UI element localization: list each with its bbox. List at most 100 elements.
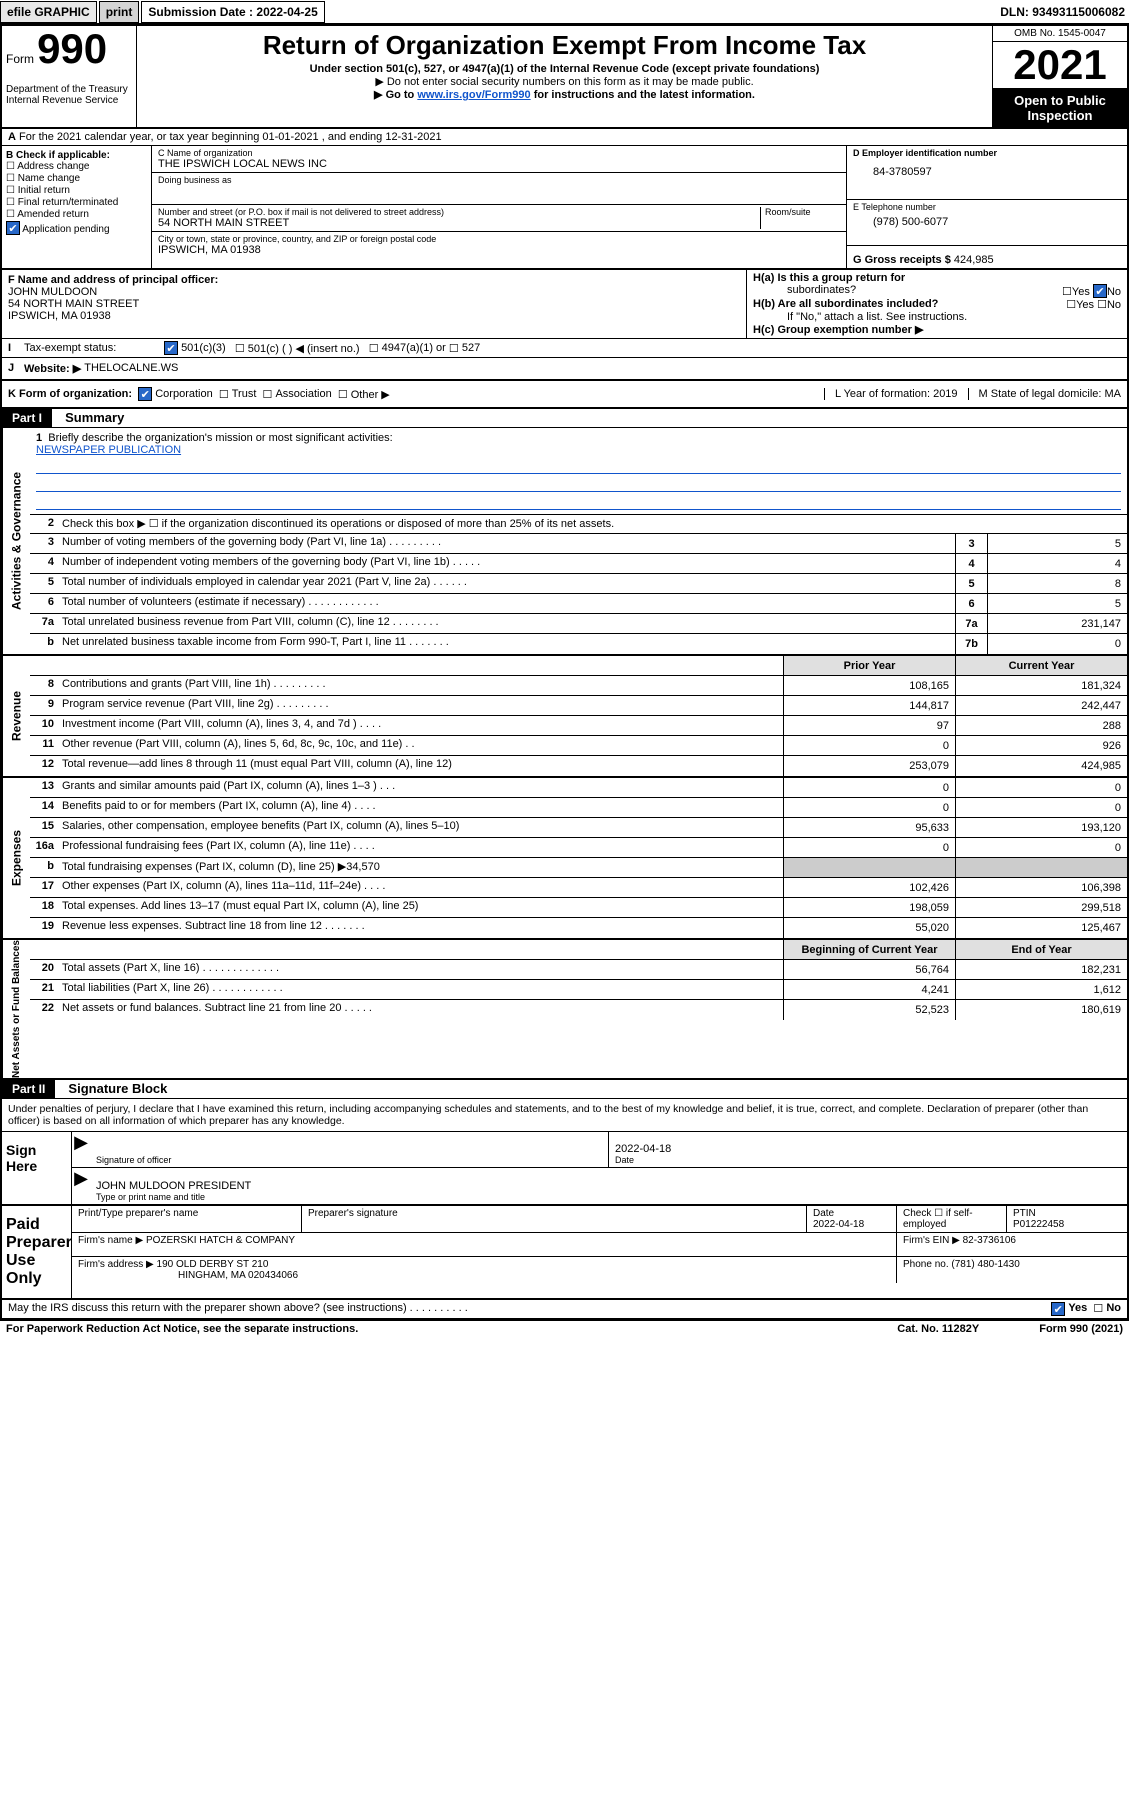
mission-line	[36, 458, 1121, 474]
street-value: 54 NORTH MAIN STREET	[158, 217, 760, 229]
sub3b: for instructions and the latest informat…	[534, 89, 755, 101]
q1-label: Briefly describe the organization's miss…	[48, 432, 392, 444]
mission-block: 1 Briefly describe the organization's mi…	[30, 428, 1127, 514]
prep-date-val: 2022-04-18	[813, 1219, 890, 1230]
hc-label: H(c) Group exemption number ▶	[753, 324, 923, 336]
sign-here-label: Sign Here	[2, 1132, 72, 1204]
firm-addr1: 190 OLD DERBY ST 210	[157, 1259, 269, 1270]
top-bar: efile GRAPHIC print Submission Date : 20…	[0, 0, 1129, 24]
phone-value: (978) 500-6077	[853, 212, 1121, 228]
sub3a: ▶ Go to	[374, 89, 417, 101]
tax-status-label: Tax-exempt status:	[24, 342, 164, 354]
form-org-label: K Form of organization:	[8, 388, 132, 400]
summary-row: 16aProfessional fundraising fees (Part I…	[30, 838, 1127, 858]
state-domicile: M State of legal domicile: MA	[968, 388, 1121, 400]
room-label: Room/suite	[765, 207, 840, 217]
hdr-current: Current Year	[955, 656, 1127, 675]
header-right: OMB No. 1545-0047 2021 Open to Public In…	[992, 26, 1127, 127]
box-f: F Name and address of principal officer:…	[2, 270, 747, 338]
summary-row: 9Program service revenue (Part VIII, lin…	[30, 696, 1127, 716]
org-name-cell: C Name of organization THE IPSWICH LOCAL…	[152, 146, 846, 173]
org-name: THE IPSWICH LOCAL NEWS INC	[158, 158, 840, 170]
dln-label: DLN: 93493115006082	[1000, 5, 1129, 19]
form-footer: Form 990 (2021)	[1039, 1323, 1123, 1335]
summary-row: 21Total liabilities (Part X, line 26) . …	[30, 980, 1127, 1000]
prep-name-hdr: Print/Type preparer's name	[72, 1206, 302, 1232]
row-k: K Form of organization: ✔ Corporation ☐ …	[2, 381, 1127, 409]
print-button[interactable]: print	[99, 1, 140, 23]
part1-title: Summary	[55, 410, 124, 425]
subtitle: Under section 501(c), 527, or 4947(a)(1)…	[145, 63, 984, 75]
street-cell: Number and street (or P.O. box if mail i…	[152, 205, 846, 232]
open-inspection: Open to Public Inspection	[993, 88, 1127, 127]
opt-501c3: 501(c)(3)	[181, 342, 226, 354]
chk-final[interactable]: ☐ Final return/terminated	[6, 197, 147, 208]
chk-discuss-yes[interactable]: ✔	[1051, 1302, 1065, 1316]
opt-corp: Corporation	[155, 388, 212, 400]
website-label: Website: ▶	[24, 362, 81, 375]
sign-here-block: Sign Here ▶ Signature of officer 2022-04…	[2, 1132, 1127, 1206]
section-net: Net Assets or Fund Balances Beginning of…	[2, 940, 1127, 1080]
discuss-yes: Yes	[1068, 1302, 1087, 1316]
officer-city: IPSWICH, MA 01938	[8, 310, 111, 322]
street-label: Number and street (or P.O. box if mail i…	[158, 207, 760, 217]
period-text: For the 2021 calendar year, or tax year …	[19, 131, 442, 143]
officer-sig-label: Signature of officer	[96, 1155, 602, 1165]
summary-row: 14Benefits paid to or for members (Part …	[30, 798, 1127, 818]
box-row-bcd: B Check if applicable: ☐ Address change …	[2, 146, 1127, 270]
box-cd: C Name of organization THE IPSWICH LOCAL…	[152, 146, 1127, 268]
officer-street: 54 NORTH MAIN STREET	[8, 298, 139, 310]
q2-text: Check this box ▶ ☐ if the organization d…	[58, 515, 1127, 533]
gross-value: 424,985	[954, 254, 994, 266]
ptin-label: PTIN	[1013, 1208, 1121, 1219]
summary-row: bNet unrelated business taxable income f…	[30, 634, 1127, 654]
side-revenue: Revenue	[2, 656, 30, 776]
firm-phone-label: Phone no.	[903, 1259, 949, 1270]
tax-year: 2021	[993, 42, 1127, 88]
ha-row: H(a) Is this a group return for	[753, 272, 1121, 284]
section-governance: Activities & Governance 1 Briefly descri…	[2, 428, 1127, 656]
chk-address[interactable]: ☐ Address change	[6, 161, 147, 172]
sig-declaration: Under penalties of perjury, I declare th…	[2, 1099, 1127, 1132]
firm-phone: (781) 480-1430	[951, 1259, 1019, 1270]
gross-label: G Gross receipts $	[853, 254, 951, 266]
summary-row: 7aTotal unrelated business revenue from …	[30, 614, 1127, 634]
part1-label: Part I	[2, 409, 52, 427]
summary-row: 18Total expenses. Add lines 13–17 (must …	[30, 898, 1127, 918]
officer-name: JOHN MULDOON	[8, 286, 97, 298]
firm-name-label: Firm's name ▶	[78, 1235, 143, 1246]
chk-amended[interactable]: ☐ Amended return	[6, 209, 147, 220]
summary-row: 13Grants and similar amounts paid (Part …	[30, 778, 1127, 798]
officer-label: F Name and address of principal officer:	[8, 274, 218, 286]
omb-number: OMB No. 1545-0047	[993, 26, 1127, 42]
side-net: Net Assets or Fund Balances	[2, 940, 30, 1078]
summary-row: 11Other revenue (Part VIII, column (A), …	[30, 736, 1127, 756]
irs-link[interactable]: www.irs.gov/Form990	[417, 89, 530, 101]
opt-trust: Trust	[232, 388, 257, 400]
hdr-beginning: Beginning of Current Year	[783, 940, 955, 959]
chk-501c3[interactable]: ✔	[164, 341, 178, 355]
discuss-row: May the IRS discuss this return with the…	[2, 1300, 1127, 1319]
summary-row: 20Total assets (Part X, line 16) . . . .…	[30, 960, 1127, 980]
ein-label: D Employer identification number	[853, 148, 997, 158]
hc-row: H(c) Group exemption number ▶	[753, 323, 1121, 336]
section-revenue: Revenue Prior Year Current Year 8Contrib…	[2, 656, 1127, 778]
hb-note: If "No," attach a list. See instructions…	[753, 311, 1121, 323]
header-mid: Return of Organization Exempt From Incom…	[137, 26, 992, 127]
side-expenses: Expenses	[2, 778, 30, 938]
chk-corp[interactable]: ✔	[138, 387, 152, 401]
opt-527: 527	[462, 342, 480, 354]
ha-sub: subordinates?	[753, 284, 856, 298]
box-b: B Check if applicable: ☐ Address change …	[2, 146, 152, 268]
form-number: 990	[37, 25, 107, 72]
form-container: Form 990 Department of the Treasury Inte…	[0, 24, 1129, 1321]
sub-date-value: 2022-04-25	[256, 5, 317, 19]
box-c: C Name of organization THE IPSWICH LOCAL…	[152, 146, 847, 268]
row-i: I Tax-exempt status: ✔ 501(c)(3) ☐ 501(c…	[2, 339, 1127, 358]
ha-row2: subordinates? ☐Yes ✔No	[753, 284, 1121, 298]
chk-pending[interactable]: ✔ Application pending	[6, 221, 147, 235]
chk-name[interactable]: ☐ Name change	[6, 173, 147, 184]
cat-no: Cat. No. 11282Y	[897, 1323, 979, 1335]
chk-initial[interactable]: ☐ Initial return	[6, 185, 147, 196]
website-value: THELOCALNE.WS	[84, 362, 178, 375]
